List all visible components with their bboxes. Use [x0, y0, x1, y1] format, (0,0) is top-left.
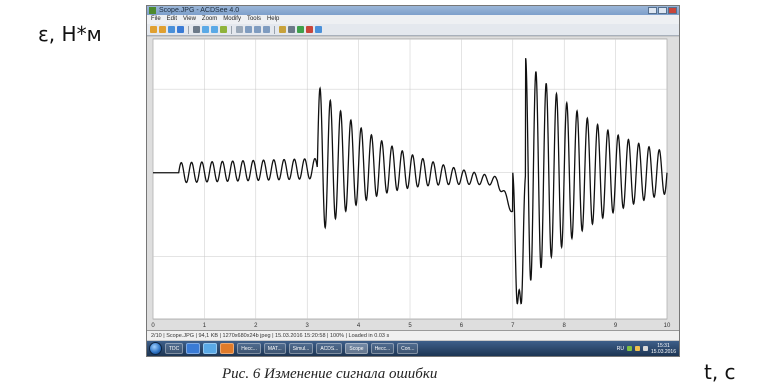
window-title: Scope.JPG - ACDSee 4.0	[159, 7, 240, 14]
taskbar-button[interactable]: TDC	[165, 343, 184, 354]
ie-icon[interactable]	[186, 343, 201, 354]
taskbar-button[interactable]: Con...	[397, 343, 419, 354]
clock-date: 15.03.2016	[650, 348, 676, 355]
image-viewer-window: Scope.JPG - ACDSee 4.0 File Edit View Zo…	[146, 5, 680, 357]
window-controls	[648, 7, 677, 14]
x-tick-label: 4	[357, 323, 361, 329]
taskbar: TDC Несс... MAT... Simul... ACDS... Scop…	[147, 341, 679, 356]
menu-view[interactable]: View	[183, 16, 196, 22]
x-tick-label: 0	[151, 323, 155, 329]
system-tray: RU 15:31 15.03.2016	[617, 343, 679, 355]
menu-edit[interactable]: Edit	[166, 16, 178, 22]
toolbar	[147, 24, 679, 36]
matlab-icon[interactable]	[220, 343, 235, 354]
settings-icon[interactable]	[288, 26, 295, 33]
save-icon[interactable]	[177, 26, 184, 33]
x-tick-label: 6	[460, 323, 464, 329]
rotate-icon[interactable]	[279, 26, 286, 33]
taskbar-button[interactable]: Несс...	[370, 343, 395, 354]
taskbar-button[interactable]: ACDS...	[316, 343, 343, 354]
back-icon[interactable]	[150, 26, 157, 33]
scope-chart: 0 1 2 3 4 5 6 7 8 9 10	[151, 38, 671, 329]
signal-line	[153, 58, 668, 305]
menu-tools[interactable]: Tools	[246, 16, 261, 22]
x-tick-label: 10	[664, 323, 671, 329]
x-tick-label: 8	[563, 323, 567, 329]
clock-time: 15:31	[657, 342, 670, 349]
zoom-icon[interactable]	[263, 26, 270, 33]
toolbar-separator	[188, 25, 189, 34]
volume-icon[interactable]	[642, 346, 648, 351]
zoom-in-icon[interactable]	[245, 26, 252, 33]
menu-file[interactable]: File	[151, 16, 161, 22]
minimize-button[interactable]	[648, 7, 657, 14]
wallpaper-icon[interactable]	[297, 26, 304, 33]
network-icon[interactable]	[626, 346, 632, 351]
menu-zoom[interactable]: Zoom	[201, 16, 218, 22]
delete-icon[interactable]	[306, 26, 313, 33]
x-tick-label: 9	[614, 323, 618, 329]
toolbar-separator	[274, 25, 275, 34]
figure-caption: Рис. 6 Изменение сигнала ошибки	[222, 366, 438, 382]
paste-icon[interactable]	[211, 26, 218, 33]
start-button[interactable]	[149, 342, 162, 355]
notification-icon[interactable]	[634, 346, 640, 351]
taskbar-button[interactable]: Несс...	[237, 343, 261, 354]
clock[interactable]: 15:31 15.03.2016	[651, 343, 676, 355]
maximize-button[interactable]	[658, 7, 667, 14]
help-icon[interactable]	[315, 26, 322, 33]
x-axis-label: t, c	[704, 360, 736, 384]
language-indicator[interactable]: RU	[616, 345, 624, 352]
menu-modify[interactable]: Modify	[223, 16, 241, 22]
x-tick-label: 2	[254, 323, 258, 329]
taskbar-button[interactable]: Simul...	[288, 343, 314, 354]
title-bar: Scope.JPG - ACDSee 4.0	[147, 6, 679, 15]
forward-icon[interactable]	[159, 26, 166, 33]
x-tick-label: 5	[408, 323, 412, 329]
app-icon	[149, 7, 156, 14]
zoom-out-icon[interactable]	[254, 26, 261, 33]
explorer-icon[interactable]	[203, 343, 218, 354]
open-icon[interactable]	[168, 26, 175, 33]
menu-bar: File Edit View Zoom Modify Tools Help	[147, 15, 679, 24]
x-tick-label: 1	[203, 323, 207, 329]
taskbar-button-active[interactable]: Scope	[345, 343, 368, 354]
x-tick-label: 7	[511, 323, 515, 329]
fit-icon[interactable]	[236, 26, 243, 33]
close-button[interactable]	[668, 7, 677, 14]
copy-icon[interactable]	[202, 26, 209, 33]
plot-area: 0 1 2 3 4 5 6 7 8 9 10	[147, 37, 679, 330]
crop-icon[interactable]	[220, 26, 227, 33]
y-axis-label: ε, Н*м	[38, 22, 102, 46]
status-bar: 2/10 | Scope.JPG | 94,1 KB | 1270x680x24…	[147, 330, 679, 340]
x-tick-label: 3	[306, 323, 310, 329]
print-icon[interactable]	[193, 26, 200, 33]
taskbar-button[interactable]: MAT...	[263, 343, 286, 354]
toolbar-separator	[231, 25, 232, 34]
menu-help[interactable]: Help	[266, 16, 280, 22]
